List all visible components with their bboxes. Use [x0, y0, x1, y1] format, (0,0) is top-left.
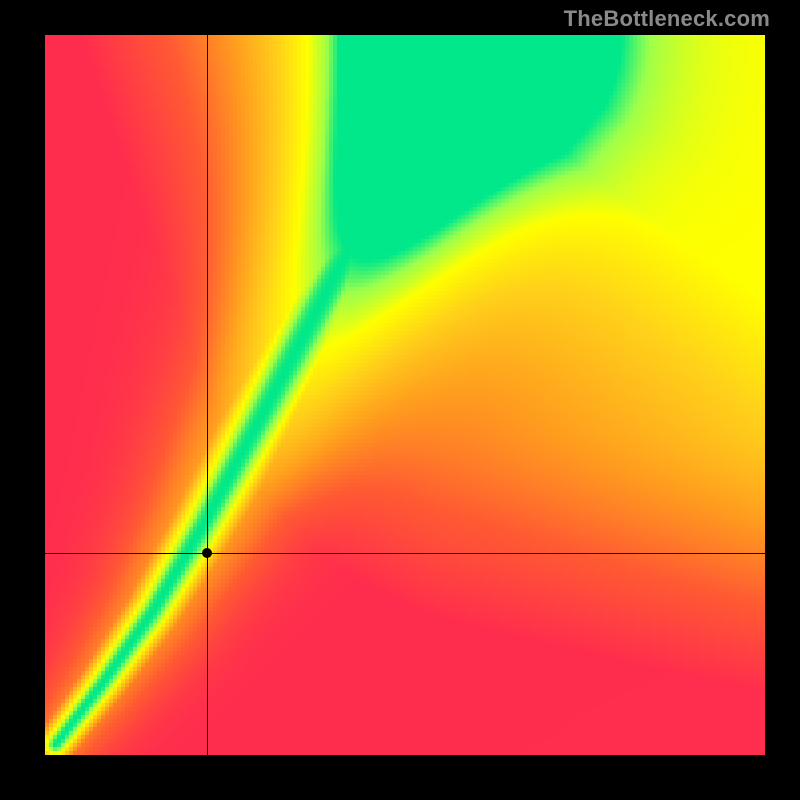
plot-area	[45, 35, 765, 755]
heatmap-canvas	[45, 35, 765, 755]
crosshair-vertical	[207, 35, 208, 755]
watermark-label: TheBottleneck.com	[564, 6, 770, 32]
crosshair-marker	[202, 548, 212, 558]
figure-container: { "watermark": "TheBottleneck.com", "can…	[0, 0, 800, 800]
crosshair-horizontal	[45, 553, 765, 554]
